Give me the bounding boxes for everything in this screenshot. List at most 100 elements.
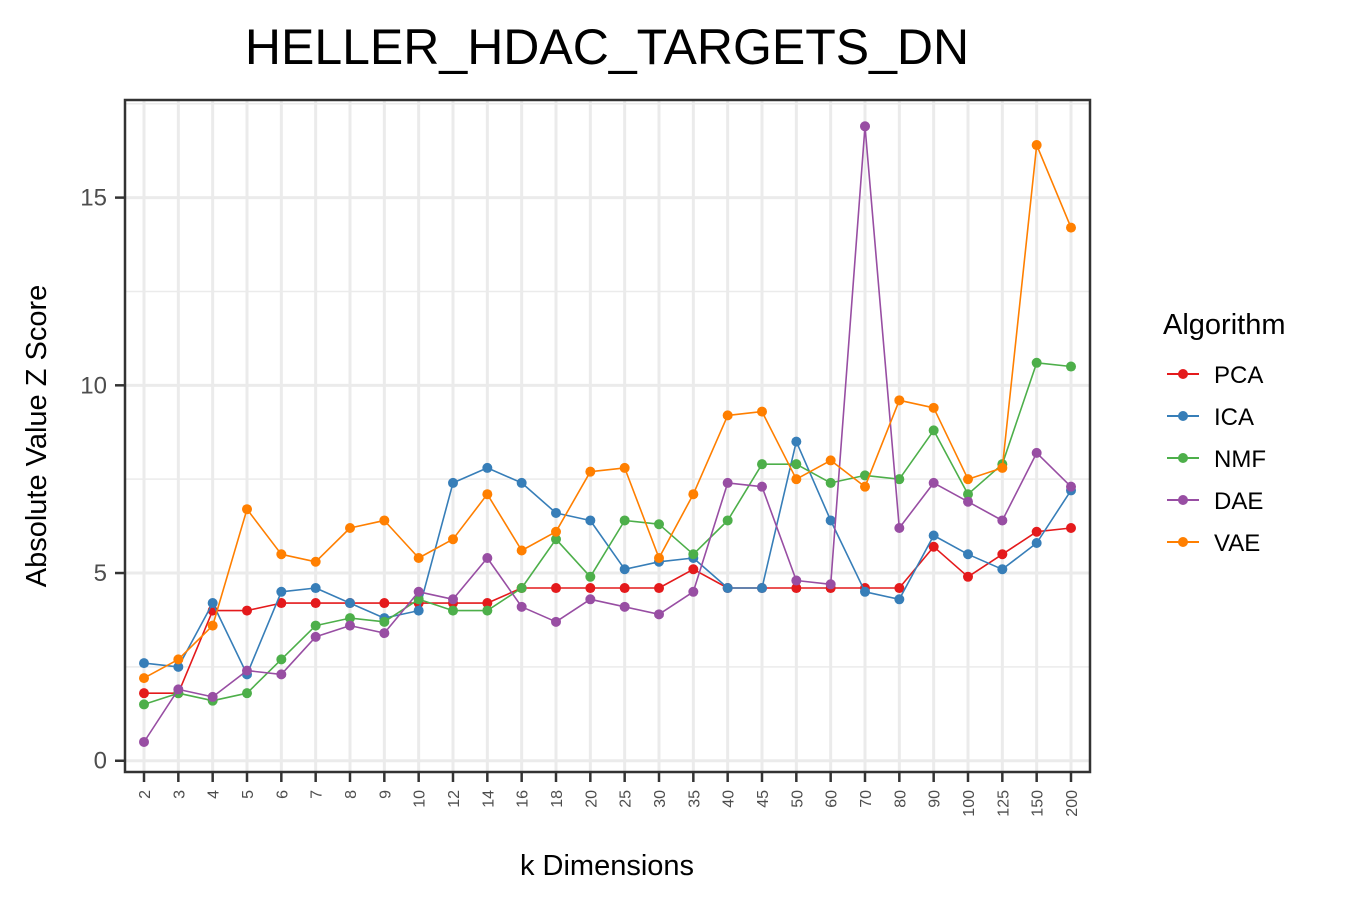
series-dae [139, 121, 1076, 747]
x-tick-label: 16 [515, 790, 532, 808]
data-point-ica [791, 436, 802, 447]
legend-key-point [1178, 411, 1188, 421]
data-point-vae [482, 489, 493, 500]
data-point-ica [894, 594, 905, 605]
data-point-pca [482, 598, 493, 609]
y-axis: 0 5 10 15 [80, 185, 125, 775]
data-point-vae [413, 553, 424, 564]
y-axis-title: Absolute Value Z Score [21, 285, 53, 588]
data-point-dae [963, 496, 973, 507]
x-tick-label: 2 [137, 790, 154, 799]
series-vae [139, 140, 1076, 684]
data-point-pca [242, 605, 252, 616]
data-point-ica [413, 605, 424, 616]
data-point-dae [173, 684, 184, 695]
legend-key-point [1178, 369, 1188, 379]
x-axis-title: k Dimensions [520, 850, 694, 882]
data-point-vae [654, 553, 664, 564]
data-point-dae [997, 515, 1008, 526]
data-point-dae [551, 616, 561, 627]
data-point-vae [310, 556, 321, 567]
data-point-ica [482, 462, 493, 473]
y-tick-label: 15 [80, 185, 107, 212]
x-tick-label: 12 [446, 790, 463, 808]
data-point-nmf [482, 605, 493, 616]
series-line-dae [143, 125, 1072, 743]
data-point-ica [310, 583, 321, 594]
data-point-nmf [722, 515, 733, 526]
x-tick-label: 9 [377, 790, 394, 799]
data-point-nmf [860, 470, 870, 481]
legend-label: PCA [1214, 362, 1263, 389]
y-tick-label: 10 [80, 372, 107, 399]
data-point-vae [963, 474, 973, 485]
data-point-dae [860, 121, 870, 132]
data-point-nmf [345, 613, 355, 624]
data-point-vae [791, 474, 802, 485]
data-point-vae [619, 462, 630, 473]
data-point-vae [825, 455, 836, 466]
data-point-dae [1031, 447, 1042, 458]
data-point-nmf [242, 688, 252, 699]
legend-label: ICA [1214, 404, 1254, 431]
data-point-vae [516, 545, 527, 556]
legend-item-pca: PCA [1167, 362, 1263, 389]
data-point-vae [242, 504, 252, 515]
x-tick-label: 7 [309, 790, 326, 799]
grid-lines [125, 100, 1090, 772]
data-point-vae [276, 549, 287, 560]
data-point-pca [310, 598, 321, 609]
legend-item-dae: DAE [1167, 488, 1263, 515]
legend-key-point [1178, 453, 1188, 463]
data-point-vae [173, 654, 184, 665]
data-point-nmf [448, 605, 458, 616]
data-point-nmf [894, 474, 905, 485]
legend-label: NMF [1214, 446, 1266, 473]
data-point-ica [619, 564, 630, 575]
data-point-vae [379, 515, 390, 526]
plot-panel-border [123, 98, 1092, 774]
data-point-nmf [825, 477, 836, 488]
data-point-vae [345, 522, 355, 533]
data-point-dae [791, 575, 802, 586]
x-tick-label: 14 [480, 790, 497, 808]
x-tick-label: 90 [927, 790, 944, 808]
legend-title: Algorithm [1163, 309, 1286, 341]
data-point-ica [207, 598, 218, 609]
x-tick-label: 18 [549, 790, 566, 808]
data-point-dae [310, 631, 321, 642]
data-point-pca [791, 583, 802, 594]
data-point-nmf [1031, 357, 1042, 368]
data-point-vae [448, 534, 458, 545]
data-point-nmf [276, 654, 287, 665]
x-tick-label: 80 [892, 790, 909, 808]
data-point-pca [654, 583, 664, 594]
x-tick-label: 30 [652, 790, 669, 808]
data-point-ica [1031, 537, 1042, 548]
data-point-vae [1031, 140, 1042, 151]
data-point-nmf [928, 425, 939, 436]
series-line-ica [143, 440, 1072, 676]
x-tick-label: 4 [206, 790, 223, 799]
data-point-pca [1031, 526, 1042, 537]
data-point-pca [688, 564, 699, 575]
data-point-ica [997, 564, 1008, 575]
data-point-pca [139, 688, 149, 699]
x-tick-label: 125 [995, 790, 1012, 817]
x-tick-label: 150 [1030, 790, 1047, 817]
data-point-dae [139, 736, 149, 747]
data-point-ica [448, 477, 458, 488]
data-point-nmf [139, 699, 149, 710]
data-point-ica [173, 661, 184, 672]
data-point-dae [654, 609, 664, 620]
x-tick-label: 8 [343, 790, 360, 799]
data-point-pca [997, 549, 1008, 560]
data-point-ica [860, 586, 870, 597]
data-point-vae [1066, 222, 1076, 233]
data-point-vae [207, 620, 218, 631]
data-point-nmf [619, 515, 630, 526]
data-point-dae [619, 601, 630, 612]
series-ica [139, 436, 1076, 680]
data-point-nmf [757, 459, 767, 470]
chart-title: HELLER_HDAC_TARGETS_DN [245, 19, 969, 75]
